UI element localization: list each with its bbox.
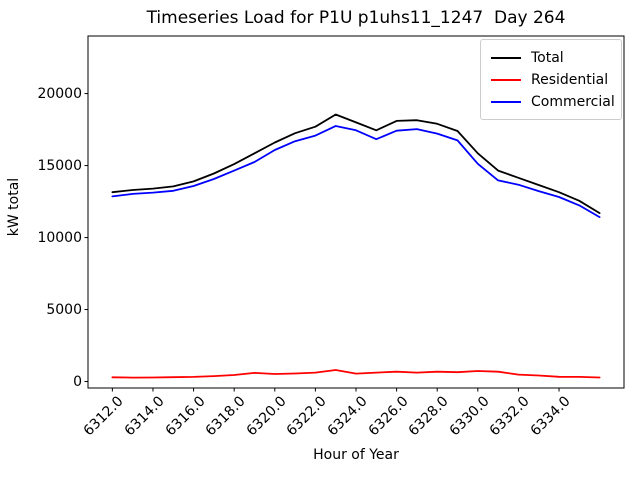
legend-item-total: Total — [491, 47, 611, 69]
legend-label-commercial: Commercial — [531, 94, 615, 110]
y-tick-label: 15000 — [37, 157, 82, 174]
total-line-swatch — [491, 57, 521, 59]
legend-item-residential: Residential — [491, 69, 611, 91]
legend: Total Residential Commercial — [480, 39, 622, 120]
series-line-residential — [111, 369, 601, 379]
y-tick-label: 20000 — [37, 85, 82, 102]
x-axis-label: Hour of Year — [313, 447, 399, 463]
series-line-commercial — [111, 125, 601, 219]
y-tick-label: 0 — [73, 373, 82, 390]
legend-label-total: Total — [531, 50, 564, 66]
residential-line-swatch — [491, 79, 521, 81]
axes-spine — [87, 35, 625, 389]
commercial-line-swatch — [491, 101, 521, 103]
y-tick-label: 10000 — [37, 229, 82, 246]
legend-label-residential: Residential — [531, 72, 609, 88]
chart-title: Timeseries Load for P1U p1uhs11_1247 Day… — [146, 8, 566, 28]
y-tick-label: 5000 — [46, 301, 82, 318]
series-line-total — [111, 113, 601, 215]
legend-item-commercial: Commercial — [491, 91, 615, 113]
